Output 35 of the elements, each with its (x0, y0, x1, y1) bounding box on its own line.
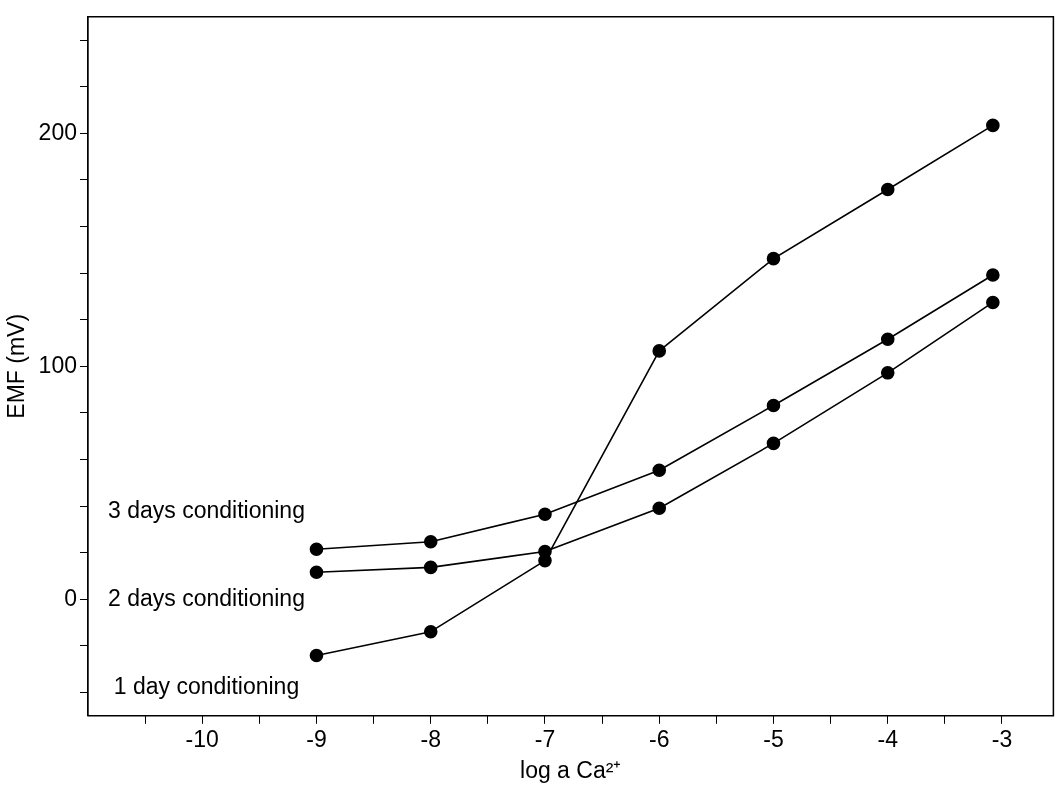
point (986, 268, 1000, 282)
y-tick-label: 0 (64, 584, 77, 611)
x-tick-label: -3 (991, 725, 1013, 752)
x-tick-label: -10 (185, 725, 219, 752)
point (652, 463, 667, 478)
y-axis-title: EMF (mV) (3, 313, 30, 419)
x-tick-label: -5 (763, 725, 784, 752)
series-label: 3 days conditioning (108, 496, 305, 523)
series-label: 1 day conditioning (113, 672, 300, 699)
point (652, 501, 667, 515)
point (652, 344, 667, 358)
x-axis-title: log a Ca²⁺ (520, 756, 622, 783)
point (309, 648, 324, 663)
point (309, 542, 324, 557)
point (766, 398, 781, 413)
x-tick-label: -6 (649, 725, 670, 752)
y-tick-label: 200 (38, 118, 77, 145)
point (423, 534, 438, 549)
point (986, 295, 1000, 310)
point (766, 251, 781, 266)
point (880, 366, 895, 380)
point (766, 436, 781, 451)
series-label: 2 days conditioning (108, 584, 305, 611)
point (309, 565, 324, 580)
point (423, 624, 438, 639)
point (538, 507, 552, 522)
x-tick-label: -8 (420, 725, 441, 752)
x-tick-label: -9 (306, 725, 327, 752)
point (880, 182, 895, 197)
x-tick-label: -4 (877, 725, 899, 752)
x-tick-label: -7 (534, 725, 556, 752)
y-tick-label: 100 (38, 351, 77, 378)
point (423, 560, 438, 575)
point (880, 332, 895, 347)
point (986, 118, 1000, 133)
